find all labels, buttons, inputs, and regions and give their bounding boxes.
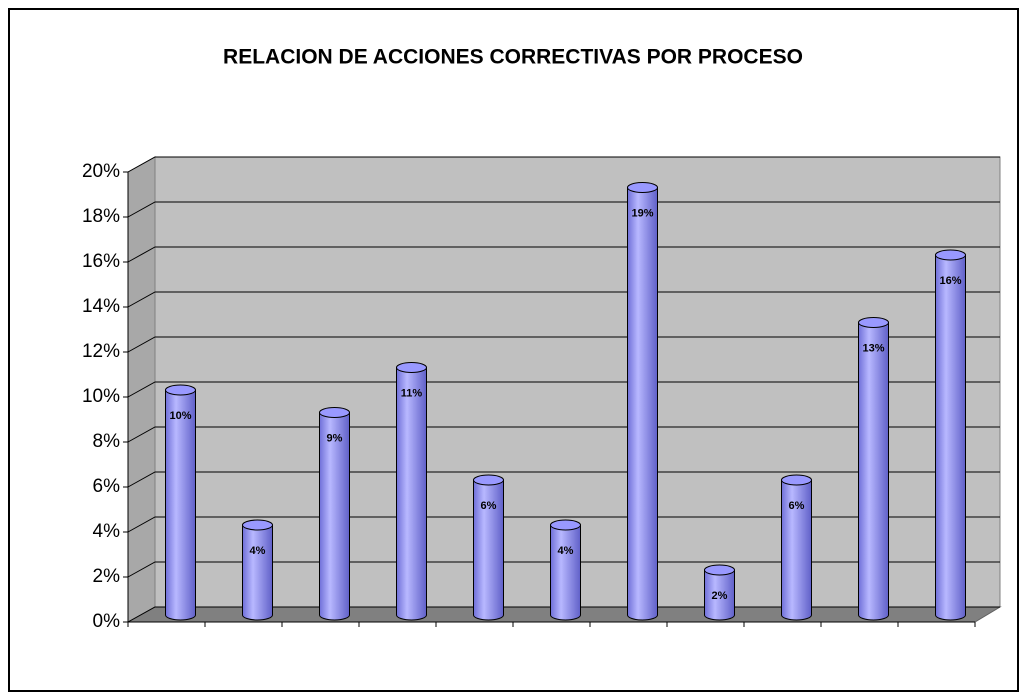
bar-body [781, 479, 812, 621]
bar-top [627, 182, 658, 193]
data-label: 4% [558, 545, 574, 557]
y-tick-label: 16% [82, 251, 120, 272]
y-tick-label: 14% [82, 296, 120, 317]
y-tick-label: 18% [82, 206, 120, 227]
data-label: 4% [250, 545, 266, 557]
bar [165, 384, 196, 621]
grid-line [127, 201, 1000, 218]
bar-top [550, 519, 581, 531]
bar [935, 249, 966, 621]
bar-body [858, 322, 889, 621]
bar [627, 182, 658, 621]
bar-top [473, 474, 504, 486]
bar-body [396, 367, 427, 621]
bar-body [627, 187, 658, 621]
data-label: 10% [169, 410, 191, 422]
y-tick-label: 2% [93, 566, 121, 587]
grid-line [127, 381, 1000, 398]
data-label: 11% [401, 387, 423, 399]
bar-top [704, 564, 735, 576]
data-label: 2% [712, 590, 728, 602]
grid-line [127, 246, 1000, 263]
bar [704, 564, 735, 621]
grid-line [127, 516, 1000, 533]
chart-title: RELACION DE ACCIONES CORRECTIVAS POR PRO… [223, 46, 803, 69]
data-label: 6% [481, 500, 497, 512]
bar-top [935, 249, 966, 261]
data-label: 6% [789, 500, 805, 512]
bar [242, 519, 273, 621]
y-tick-label: 6% [93, 476, 121, 497]
bar [858, 317, 889, 621]
bar [396, 362, 427, 621]
data-label: 13% [862, 342, 884, 354]
grid-line [127, 561, 1000, 578]
bar-body [550, 524, 581, 621]
y-tick-label: 8% [93, 431, 121, 452]
bar-top [242, 519, 273, 531]
grid-line [127, 336, 1000, 353]
bar [781, 474, 812, 621]
bar-top [781, 474, 812, 486]
grid-line [127, 291, 1000, 308]
grid-line [127, 156, 1000, 173]
bar-body [935, 254, 966, 621]
y-tick-label: 4% [93, 521, 121, 542]
bar [550, 519, 581, 621]
data-label: 9% [327, 432, 343, 444]
grid-line [127, 426, 1000, 443]
data-label: 16% [939, 275, 961, 287]
bar [319, 407, 350, 621]
bar-top [858, 317, 889, 328]
bar-top [165, 384, 196, 396]
grid-line [127, 471, 1000, 488]
bar-body [165, 389, 196, 621]
bar-top [396, 362, 427, 373]
y-tick-label: 20% [82, 161, 120, 182]
y-tick-label: 0% [93, 611, 121, 632]
bar-body [242, 524, 273, 621]
bar-top [319, 407, 350, 418]
bar-body [473, 479, 504, 621]
y-tick-label: 10% [82, 386, 120, 407]
bar-body [319, 412, 350, 621]
bar-body [704, 569, 735, 621]
bar [473, 474, 504, 621]
data-label: 19% [631, 207, 653, 219]
y-tick-label: 12% [82, 341, 120, 362]
